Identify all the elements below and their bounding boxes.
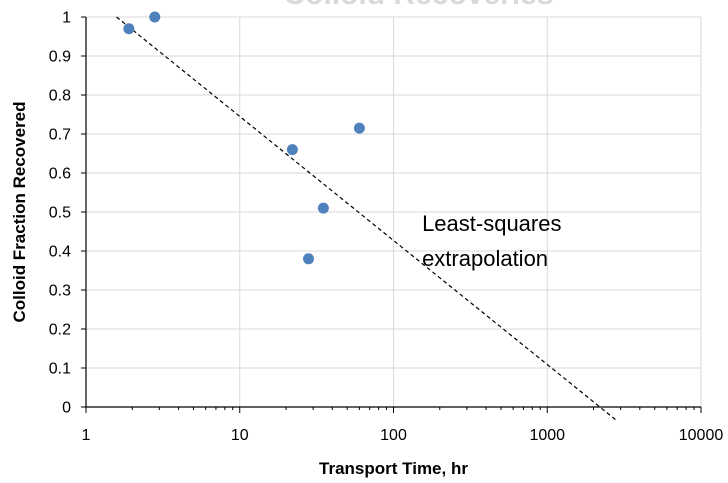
x-tick-label: 1 [82,427,91,444]
data-point [303,253,315,265]
y-tick-label: 0.7 [49,127,71,144]
y-tick-label: 0 [62,400,71,417]
y-tick-label: 0.1 [49,361,71,378]
annotation-line-2: extrapolation [422,246,548,271]
annotation-line-1: Least-squares [422,211,561,236]
y-tick-label: 0.5 [49,205,71,222]
least-squares-trendline [116,16,618,422]
y-tick-label: 1 [62,10,71,27]
data-points [123,11,365,265]
y-tick-label: 0.3 [49,283,71,300]
x-axis-title: Transport Time, hr [319,459,468,478]
trendline-layer [116,16,618,422]
data-point [123,23,135,35]
y-tick-label: 0.4 [49,244,71,261]
grid-layer [86,16,702,407]
x-tick-label: 10 [231,427,249,444]
y-tick-label: 0.2 [49,322,71,339]
data-point [149,11,161,23]
axis-layer [81,16,702,413]
annotation-text: Least-squares extrapolation [422,211,568,271]
data-point [286,144,298,156]
chart-title: Colloid Recoveries [283,0,553,11]
tick-labels: 0 0.1 0.2 0.3 0.4 0.5 0.6 0.7 0.8 0.9 1 1 10 100 1000 1… [49,10,724,445]
y-tick-label: 0.8 [49,88,71,105]
data-point [353,122,365,134]
y-tick-label: 0.6 [49,166,71,183]
y-tick-label: 0.9 [49,49,71,66]
x-tick-label: 100 [380,427,407,444]
x-tick-label: 1000 [529,427,565,444]
x-tick-label: 10000 [679,427,724,444]
data-point [317,202,329,214]
y-axis-title: Colloid Fraction Recovered [10,101,29,322]
